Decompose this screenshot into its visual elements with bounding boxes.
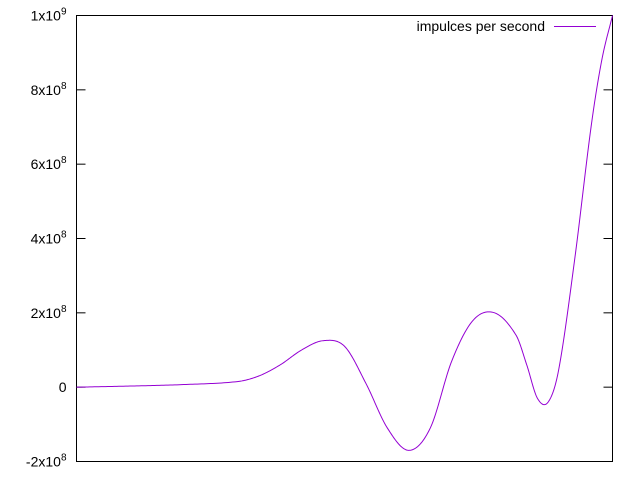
legend-label: impulces per second bbox=[417, 18, 545, 34]
series-line bbox=[76, 15, 613, 451]
y-tick-label: 1x109 bbox=[31, 7, 67, 24]
y-tick-label: 2x108 bbox=[31, 304, 67, 321]
y-tick-label: 8x108 bbox=[31, 81, 67, 98]
series-layer bbox=[76, 15, 613, 451]
y-tick-label: 4x108 bbox=[31, 230, 67, 247]
y-tick-label: 0 bbox=[59, 379, 67, 395]
legend: impulces per second bbox=[417, 18, 596, 34]
plot-frame bbox=[76, 15, 613, 462]
y-tick-label: -2x108 bbox=[26, 453, 67, 470]
y-axis-ticks: -2x108 0 2x108 4x108 6x108 8x108 1x109 bbox=[26, 7, 613, 470]
y-tick-label: 6x108 bbox=[31, 155, 67, 172]
